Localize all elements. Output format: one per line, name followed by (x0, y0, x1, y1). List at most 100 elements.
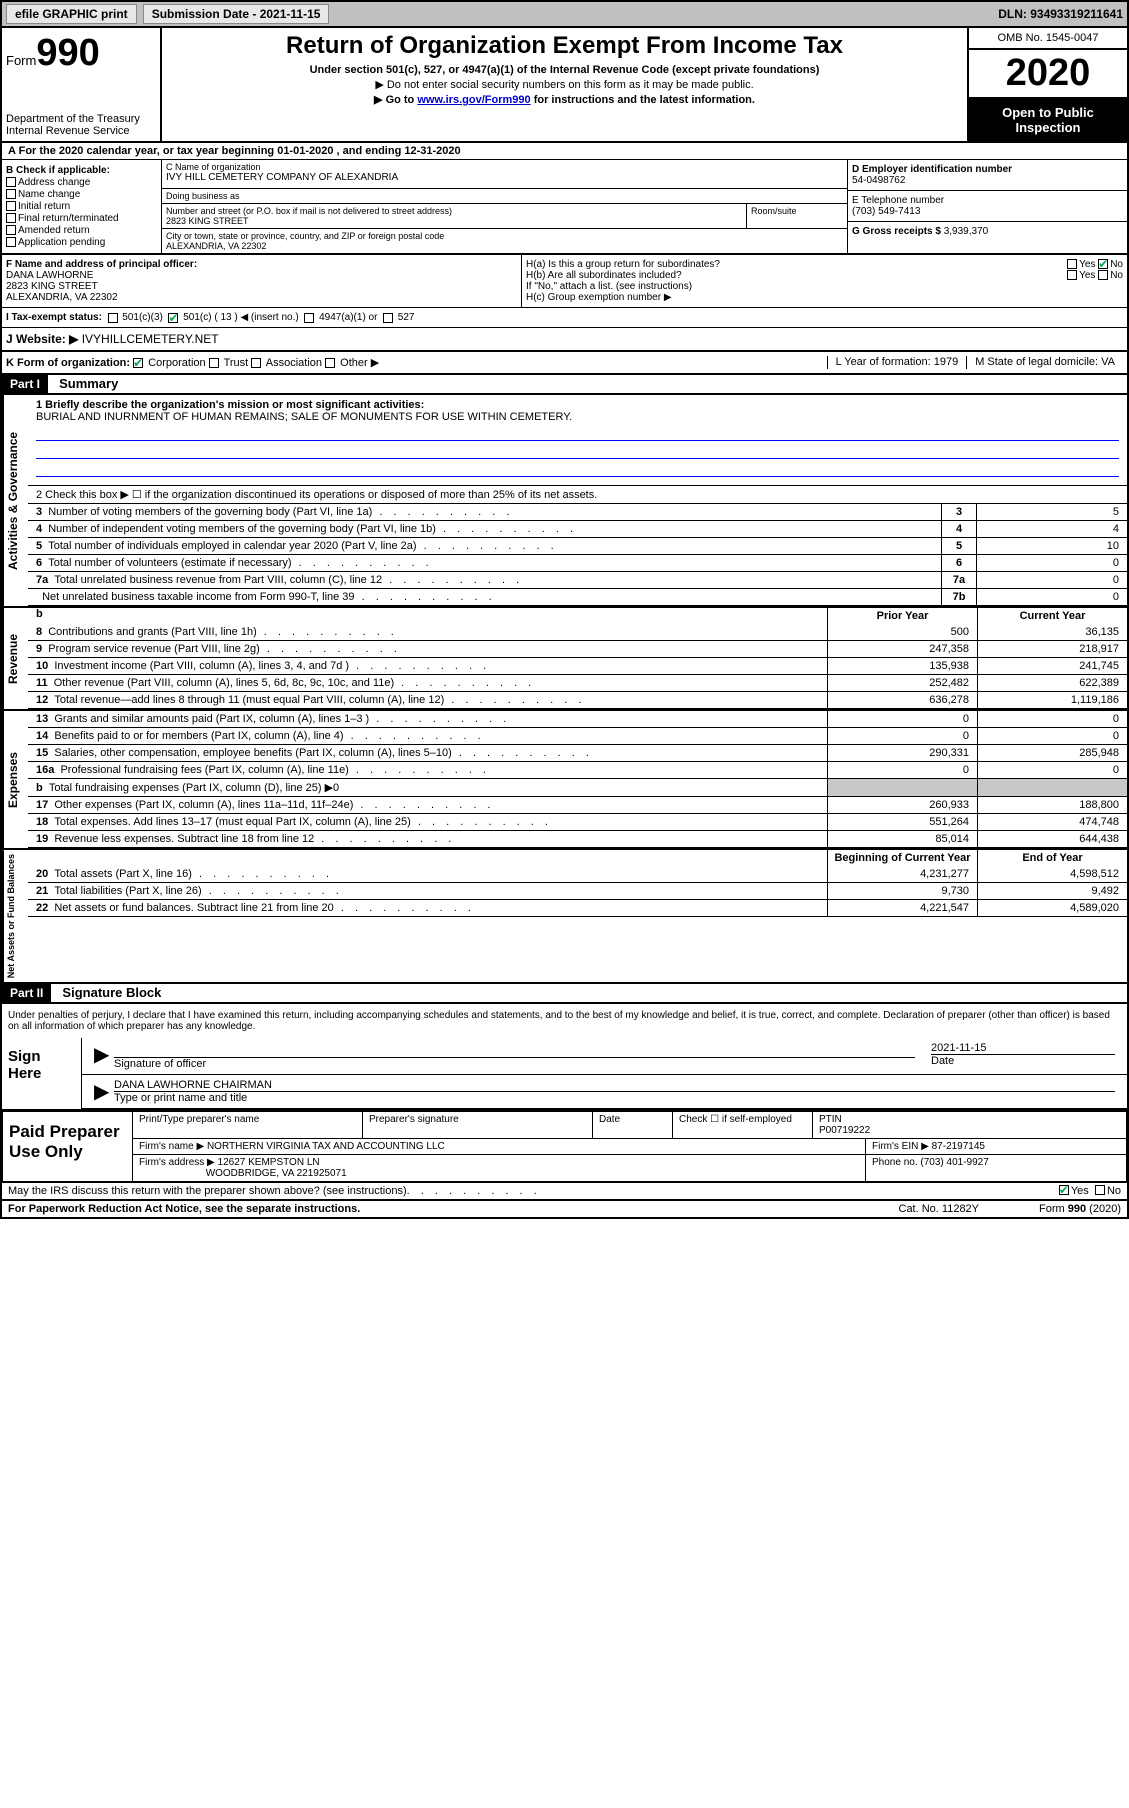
box-g: G Gross receipts $ 3,939,370 (848, 222, 1127, 241)
street-value: 2823 KING STREET (166, 216, 742, 226)
hb-note: If "No," attach a list. (see instruction… (526, 281, 1123, 292)
header-left: Form990 Department of the Treasury Inter… (2, 28, 162, 141)
preparer-label: Paid Preparer Use Only (3, 1112, 133, 1181)
department-label: Department of the Treasury Internal Reve… (6, 113, 156, 137)
summary-row: 17 Other expenses (Part IX, column (A), … (28, 797, 1127, 814)
firm-addr2: WOODBRIDGE, VA 221925071 (206, 1168, 347, 1179)
part1-header-row: Part I Summary (2, 375, 1127, 395)
form-no-footer: Form 990 (2020) (1039, 1203, 1121, 1215)
gross-receipts-label: G Gross receipts $ (852, 226, 941, 237)
org-name-value: IVY HILL CEMETERY COMPANY OF ALEXANDRIA (166, 172, 843, 183)
tax-year: 2020 (969, 50, 1127, 99)
street-box: Number and street (or P.O. box if mail i… (162, 204, 747, 228)
efile-print-button[interactable]: efile GRAPHIC print (6, 4, 137, 24)
4947-opt[interactable]: 4947(a)(1) or (319, 312, 377, 323)
form-subtitle: Under section 501(c), 527, or 4947(a)(1)… (166, 64, 963, 76)
summary-row: b Total fundraising expenses (Part IX, c… (28, 779, 1127, 797)
phone-value: (703) 549-7413 (852, 206, 1123, 217)
form-label: Form (6, 53, 36, 68)
line2-row: 2 Check this box ▶ ☐ if the organization… (28, 486, 1127, 504)
vtab-expenses: Expenses (2, 711, 28, 848)
perjury-text: Under penalties of perjury, I declare th… (2, 1004, 1127, 1038)
hb-label: H(b) Are all subordinates included? (526, 270, 682, 281)
summary-row: 7a Total unrelated business revenue from… (28, 572, 1127, 589)
trust-opt[interactable]: Trust (224, 357, 249, 369)
paperwork-notice: For Paperwork Reduction Act Notice, see … (8, 1203, 360, 1215)
summary-row: 15 Salaries, other compensation, employe… (28, 745, 1127, 762)
footer-row: For Paperwork Reduction Act Notice, see … (2, 1201, 1127, 1217)
firm-addr1: 12627 KEMPSTON LN (218, 1157, 320, 1168)
row-k: K Form of organization: Corporation Trus… (2, 352, 1127, 375)
summary-row: 19 Revenue less expenses. Subtract line … (28, 831, 1127, 848)
mission-label: 1 Briefly describe the organization's mi… (36, 399, 1119, 411)
website-value: IVYHILLCEMETERY.NET (82, 332, 219, 346)
other-opt[interactable]: Other ▶ (340, 357, 379, 369)
prior-year-header: Prior Year (827, 608, 977, 624)
revenue-section: Revenue b Prior Year Current Year 8 Cont… (2, 606, 1127, 709)
preparer-row: Paid Preparer Use Only Print/Type prepar… (2, 1110, 1127, 1182)
summary-row: 10 Investment income (Part VIII, column … (28, 658, 1127, 675)
sign-here-label: Sign Here (2, 1038, 82, 1109)
501c-opt[interactable]: 501(c) ( 13 ) ◀ (insert no.) (183, 312, 299, 323)
check-address-change[interactable]: Address change (6, 177, 157, 188)
sig-name-line: ▶ DANA LAWHORNE CHAIRMAN Type or print n… (82, 1075, 1127, 1109)
row-fh: F Name and address of principal officer:… (2, 255, 1127, 308)
sig-officer-line: ▶ Signature of officer 2021-11-15 Date (82, 1038, 1127, 1075)
form-number: Form990 (6, 32, 156, 75)
corp-opt[interactable]: Corporation (148, 357, 205, 369)
assoc-opt[interactable]: Association (266, 357, 322, 369)
vtab-revenue: Revenue (2, 608, 28, 709)
mission-text: BURIAL AND INURNMENT OF HUMAN REMAINS; S… (36, 411, 1119, 423)
irs-link[interactable]: www.irs.gov/Form990 (417, 94, 530, 106)
officer-label: F Name and address of principal officer: (6, 259, 517, 270)
dept-irs: Internal Revenue Service (6, 125, 156, 137)
summary-row: 3 Number of voting members of the govern… (28, 504, 1127, 521)
527-opt[interactable]: 527 (398, 312, 415, 323)
box-deg: D Employer identification number 54-0498… (847, 160, 1127, 253)
expenses-content: 13 Grants and similar amounts paid (Part… (28, 711, 1127, 848)
note2-pre: ▶ Go to (374, 94, 417, 106)
form-header: Form990 Department of the Treasury Inter… (2, 28, 1127, 143)
revenue-header: b Prior Year Current Year (28, 608, 1127, 624)
check-initial-return[interactable]: Initial return (6, 201, 157, 212)
check-name-change[interactable]: Name change (6, 189, 157, 200)
col-b-label: b (28, 608, 43, 620)
501c3-opt[interactable]: 501(c)(3) (122, 312, 163, 323)
summary-row: 14 Benefits paid to or for members (Part… (28, 728, 1127, 745)
dba-label: Doing business as (166, 191, 843, 201)
revenue-content: b Prior Year Current Year 8 Contribution… (28, 608, 1127, 709)
mission-block: 1 Briefly describe the organization's mi… (28, 395, 1127, 486)
discuss-no[interactable]: No (1107, 1185, 1121, 1197)
end-year-header: End of Year (977, 850, 1127, 866)
form-note2: ▶ Go to www.irs.gov/Form990 for instruct… (166, 93, 963, 106)
header-right: OMB No. 1545-0047 2020 Open to Public In… (967, 28, 1127, 141)
org-name-box: C Name of organization IVY HILL CEMETERY… (162, 160, 847, 189)
netassets-content: Beginning of Current Year End of Year 20… (28, 850, 1127, 982)
summary-row: 16a Professional fundraising fees (Part … (28, 762, 1127, 779)
prep-self-check[interactable]: Check ☐ if self-employed (673, 1112, 813, 1138)
summary-row: 11 Other revenue (Part VIII, column (A),… (28, 675, 1127, 692)
summary-row: 13 Grants and similar amounts paid (Part… (28, 711, 1127, 728)
form-title: Return of Organization Exempt From Incom… (166, 32, 963, 60)
expenses-section: Expenses 13 Grants and similar amounts p… (2, 709, 1127, 848)
part2-header-row: Part II Signature Block (2, 982, 1127, 1004)
discuss-label: May the IRS discuss this return with the… (8, 1185, 407, 1197)
check-final-return[interactable]: Final return/terminated (6, 213, 157, 224)
governance-content: 1 Briefly describe the organization's mi… (28, 395, 1127, 606)
phone-label: E Telephone number (852, 195, 1123, 206)
box-e: E Telephone number (703) 549-7413 (848, 191, 1127, 222)
summary-row: 8 Contributions and grants (Part VIII, l… (28, 624, 1127, 641)
check-amended-return[interactable]: Amended return (6, 225, 157, 236)
website-label: J Website: ▶ (6, 332, 78, 346)
firm-ein-value: 87-2197145 (932, 1141, 985, 1152)
arrow-icon: ▶ (86, 1040, 106, 1072)
summary-body: Activities & Governance 1 Briefly descri… (2, 395, 1127, 606)
submission-date-button[interactable]: Submission Date - 2021-11-15 (143, 4, 330, 24)
officer-street: 2823 KING STREET (6, 281, 517, 292)
check-application-pending[interactable]: Application pending (6, 237, 157, 248)
inspection-label: Open to Public Inspection (969, 99, 1127, 141)
prep-line2: Firm's name ▶ NORTHERN VIRGINIA TAX AND … (133, 1139, 1126, 1155)
box-h: H(a) Is this a group return for subordin… (522, 255, 1127, 307)
discuss-yes[interactable]: Yes (1071, 1185, 1089, 1197)
sign-here-row: Sign Here ▶ Signature of officer 2021-11… (2, 1038, 1127, 1110)
